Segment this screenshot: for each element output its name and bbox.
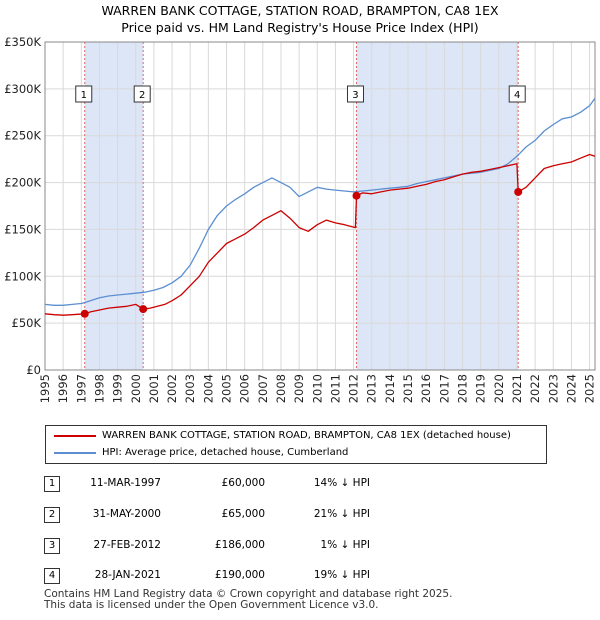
x-tick-label: 2025 [583,374,597,403]
sale-label-number: 2 [139,90,145,101]
sale-point [80,309,89,318]
y-tick-label: £0 [26,363,41,377]
x-tick-label: 2018 [455,374,469,403]
x-tick-label: 2017 [437,374,451,403]
y-tick-label: £50K [12,316,42,330]
x-tick-label: 2014 [383,374,397,403]
transaction-date: 28-JAN-2021 [94,569,161,581]
transaction-hpi-diff: 21% ↓ HPI [313,508,370,520]
x-tick-label: 2013 [365,374,379,403]
x-tick-label: 2012 [347,374,361,403]
transaction-price: £60,000 [221,477,265,489]
sale-point [352,191,361,200]
transaction-hpi-diff: 19% ↓ HPI [313,569,370,581]
x-tick-label: 2023 [546,374,560,403]
transaction-price: £190,000 [214,569,265,581]
x-tick-label: 2006 [238,374,252,403]
chart-area: £0 £50K £100K £150K £200K £250K £300K £350K 1995… [4,35,597,403]
x-tick-label: 2011 [328,374,342,403]
x-tick-label: 2008 [274,374,288,403]
x-tick-label: 2001 [147,374,161,403]
legend: WARREN BANK COTTAGE, STATION ROAD, BRAMP… [45,425,547,464]
x-tick-label: 1999 [111,374,125,403]
transaction-row: 1 11-MAR-1997 £60,000 14% ↓ HPI [0,474,600,494]
sale-point [514,187,523,196]
x-tick-label: 2002 [165,374,179,403]
sale-point [139,305,148,314]
x-tick-label: 2022 [528,374,542,403]
chart-title: WARREN BANK COTTAGE, STATION ROAD, BRAMP… [101,3,499,18]
transaction-row: 3 27-FEB-2012 £186,000 1% ↓ HPI [0,536,600,556]
y-tick-label: £250K [4,129,41,143]
transaction-number: 3 [44,538,60,554]
x-tick-label: 1995 [38,374,52,403]
y-tick-label: £300K [4,82,41,96]
y-tick-label: £100K [4,269,41,283]
footer-copyright: Contains HM Land Registry data © Crown c… [44,588,453,600]
x-tick-label: 2004 [201,374,215,403]
transaction-number: 4 [44,568,60,584]
x-tick-label: 2010 [310,374,324,403]
x-tick-label: 2000 [129,374,143,403]
legend-property-swatch [54,435,96,437]
transaction-date: 11-MAR-1997 [90,477,161,489]
transaction-number: 2 [44,507,60,523]
x-tick-label: 2016 [419,374,433,403]
sale-label-box [75,85,93,103]
legend-hpi-label: HPI: Average price, detached house, Cumb… [102,447,349,458]
transaction-number: 1 [44,476,60,492]
chart-subtitle: Price paid vs. HM Land Registry's House … [121,20,479,35]
x-tick-label: 2019 [474,374,488,403]
y-tick-label: £200K [4,176,41,190]
plot-border [44,41,596,371]
transaction-hpi-diff: 14% ↓ HPI [313,477,370,489]
hpi-series-line [44,97,596,306]
x-tick-label: 2005 [220,374,234,403]
shaded-period [356,42,519,370]
x-tick-label: 2015 [401,374,415,403]
legend-property-label: WARREN BANK COTTAGE, STATION ROAD, BRAMP… [102,430,511,441]
x-tick-label: 1998 [92,374,106,403]
sale-label-box [133,85,151,103]
sale-label-number: 4 [514,90,520,101]
footer: Contains HM Land Registry data © Crown c… [44,589,452,611]
transaction-date: 31-MAY-2000 [92,508,161,520]
transaction-price: £65,000 [221,508,265,520]
y-tick-label: £350K [4,35,41,49]
x-tick-label: 2009 [292,374,306,403]
transaction-price: £186,000 [214,539,265,551]
x-tick-label: 2021 [510,374,524,403]
sale-label-number: 1 [81,90,87,101]
x-tick-label: 2020 [492,374,506,403]
sale-label-number: 3 [352,90,358,101]
x-tick-label: 1996 [56,374,70,403]
footer-licence: This data is licensed under the Open Gov… [44,599,379,611]
sale-label-box [346,85,364,103]
x-tick-label: 1997 [74,374,88,403]
transaction-row: 4 28-JAN-2021 £190,000 19% ↓ HPI [0,566,600,586]
transaction-date: 27-FEB-2012 [93,539,161,551]
x-tick-label: 2007 [256,374,270,403]
shaded-period [84,42,144,370]
x-tick-label: 2003 [183,374,197,403]
sale-label-box [508,85,526,103]
x-tick-label: 2024 [564,374,578,403]
transaction-hpi-diff: 1% ↓ HPI [320,539,370,551]
transaction-row: 2 31-MAY-2000 £65,000 21% ↓ HPI [0,505,600,525]
legend-hpi-swatch [54,452,96,454]
y-tick-label: £150K [4,222,41,236]
